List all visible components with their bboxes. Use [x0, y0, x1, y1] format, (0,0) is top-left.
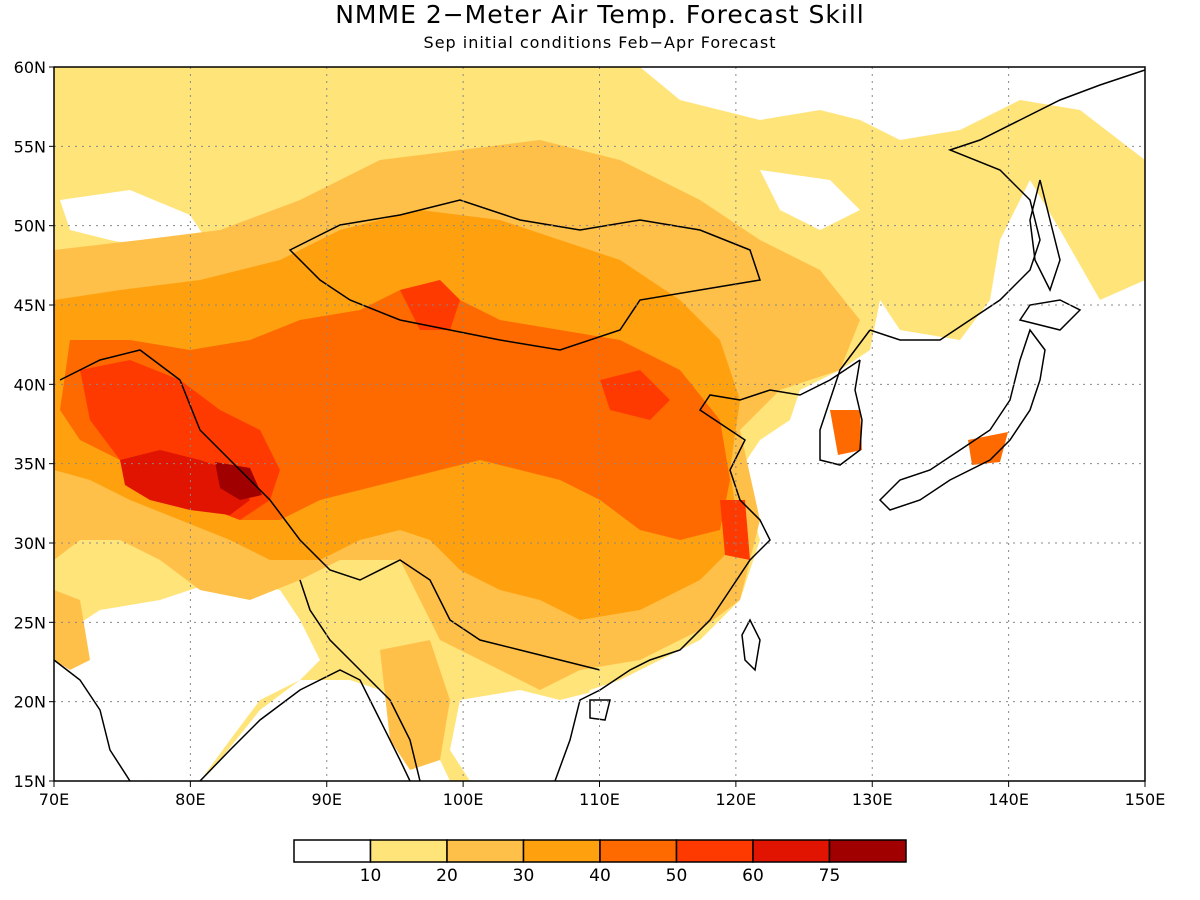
x-tick-label: 140E — [988, 790, 1029, 809]
border-india-myanmar — [299, 579, 421, 781]
skill-region-40-50-korea — [830, 410, 862, 455]
coastline-bay-of-bengal — [199, 669, 411, 781]
legend-swatch — [675, 839, 754, 863]
border-china-south — [59, 349, 601, 671]
y-tick-label: 45N — [14, 296, 46, 315]
skill-region-75-plus — [215, 462, 262, 500]
y-tick-label: 35N — [14, 455, 46, 474]
skill-region-20-30-myanmar — [380, 640, 450, 770]
skill-region-white-kazakh — [60, 190, 210, 250]
legend-swatch — [293, 839, 372, 863]
x-tick-label: 130E — [852, 790, 893, 809]
y-tick-label: 40N — [14, 375, 46, 394]
coastline-sakhalin — [1029, 179, 1061, 292]
border-mongolia — [288, 199, 761, 351]
x-tick-label: 70E — [39, 790, 69, 809]
skill-region-white-india — [54, 580, 320, 781]
x-tick-label: 80E — [175, 790, 205, 809]
legend-swatch — [522, 839, 601, 863]
y-tick-label: 50N — [14, 217, 46, 236]
map-title: NMME 2−Meter Air Temp. Forecast Skill — [335, 0, 865, 29]
x-tick-label: 90E — [312, 790, 342, 809]
y-tick-label: 15N — [14, 772, 46, 791]
legend-label: 75 — [819, 866, 841, 886]
skill-region-50-60-shanghai — [720, 500, 750, 560]
legend-label: 10 — [360, 866, 382, 886]
skill-region-white-north — [640, 67, 1145, 160]
y-tick-label: 55N — [14, 137, 46, 156]
skill-region-50-60-east — [600, 370, 670, 420]
coastline-russia-north — [869, 69, 1145, 341]
legend-swatch — [752, 839, 831, 863]
legend-label: 30 — [513, 866, 535, 886]
y-tick-label: 25N — [14, 613, 46, 632]
legend-label: 60 — [742, 866, 764, 886]
longitude-axis: 70E 80E 90E 100E 110E 120E 130E 140E 150E — [39, 781, 1166, 809]
skill-region-white-indochina — [450, 690, 620, 781]
graticule — [54, 67, 1145, 781]
coastline-korea — [819, 329, 871, 466]
legend-label: 40 — [589, 866, 611, 886]
legend-swatch — [446, 839, 525, 863]
coastline-japan — [878, 328, 1046, 511]
map-subtitle: Sep initial conditions Feb−Apr Forecast — [423, 33, 777, 52]
x-tick-label: 100E — [443, 790, 484, 809]
y-tick-label: 60N — [14, 58, 46, 77]
skill-region-50-60-mongolia — [400, 280, 460, 330]
coastline-east-asia — [554, 359, 861, 781]
coastline-india — [54, 659, 131, 781]
latitude-axis: 15N 20N 25N 30N 35N 40N 45N 50N 55N 60N — [14, 58, 54, 791]
legend-label: 20 — [436, 866, 458, 886]
x-tick-label: 110E — [579, 790, 620, 809]
coastline-taiwan — [741, 618, 761, 672]
coastline-hainan — [589, 699, 611, 721]
legend-swatch — [828, 839, 907, 863]
skill-region-40-50-japan — [968, 432, 1008, 465]
legend-swatch — [599, 839, 678, 863]
x-tick-label: 150E — [1125, 790, 1166, 809]
legend-swatch — [369, 839, 448, 863]
skill-region-20-30-southwest — [54, 590, 90, 670]
skill-region-white-mongolia-ne — [760, 170, 860, 230]
color-legend: 10 20 30 40 50 60 75 — [293, 839, 907, 886]
y-tick-label: 30N — [14, 534, 46, 553]
legend-label: 50 — [666, 866, 688, 886]
y-tick-label: 20N — [14, 693, 46, 712]
x-tick-label: 120E — [716, 790, 757, 809]
coastlines-and-borders — [54, 69, 1145, 781]
